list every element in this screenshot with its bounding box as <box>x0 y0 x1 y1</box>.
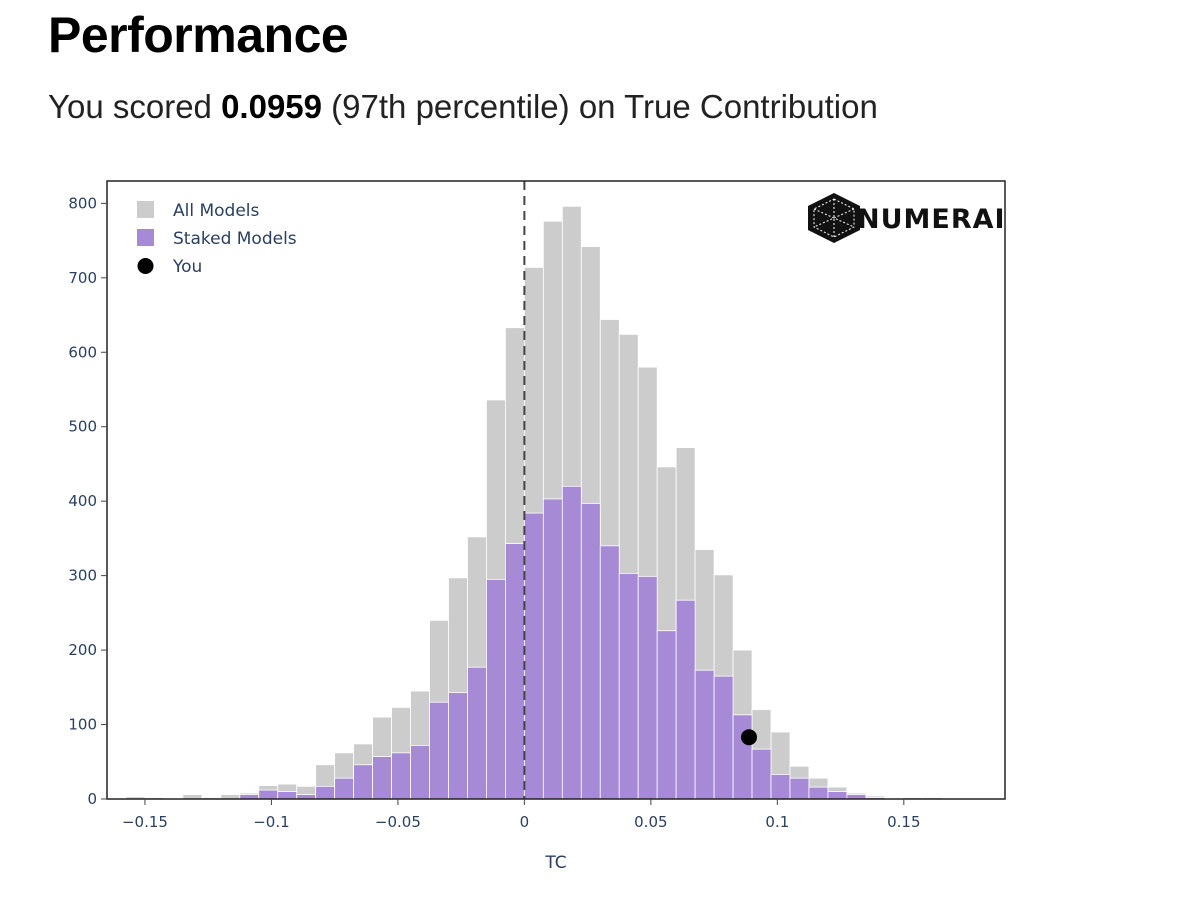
performance-summary: You scored 0.0959 (97th percentile) on T… <box>48 88 878 126</box>
x-axis-title: TC <box>544 853 566 873</box>
summary-suffix: (97th percentile) on True Contribution <box>322 88 878 125</box>
legend: All Models Staked Models You <box>137 201 297 277</box>
staked-models-bar <box>410 744 430 800</box>
staked-models-bar <box>353 764 374 800</box>
staked-models-bar <box>618 572 639 800</box>
summary-prefix: You scored <box>48 88 222 125</box>
staked-models-bar <box>675 599 696 800</box>
y-tick-label: 500 <box>68 418 97 436</box>
y-tick-label: 700 <box>68 269 97 287</box>
y-axis: 0 100 200 300 400 500 600 700 800 <box>68 194 107 808</box>
staked-models-bar <box>827 791 848 800</box>
x-tick-label: 0.05 <box>634 813 667 831</box>
you-marker[interactable] <box>741 729 758 746</box>
staked-models-bar <box>694 669 715 800</box>
staked-models-bar <box>372 756 392 800</box>
staked-models-bar <box>713 675 734 800</box>
legend-swatch-staked-models[interactable] <box>137 229 154 246</box>
staked-models-bar <box>429 701 449 800</box>
y-tick-label: 800 <box>68 194 97 212</box>
staked-models-bar <box>561 485 582 800</box>
staked-models-bar <box>523 512 544 800</box>
numerai-cube-icon <box>808 193 860 243</box>
staked-models-bar <box>467 666 487 800</box>
staked-models-bar <box>637 575 658 800</box>
legend-swatch-you[interactable] <box>137 258 154 274</box>
staked-models-bar <box>770 774 791 800</box>
staked-models-bar <box>391 752 411 800</box>
x-tick-label: −0.1 <box>253 813 289 831</box>
x-tick-label: 0 <box>520 813 530 831</box>
staked-models-bar <box>789 777 810 800</box>
y-tick-label: 600 <box>68 343 97 361</box>
x-tick-label: −0.05 <box>375 813 421 831</box>
score-value: 0.0959 <box>221 88 323 125</box>
staked-models-bar <box>334 777 355 800</box>
legend-swatch-all-models[interactable] <box>137 201 154 218</box>
staked-models-bar <box>315 785 336 800</box>
staked-models-bar <box>751 748 772 800</box>
staked-models-bar <box>542 498 563 800</box>
numerai-wordmark: NUMERAI <box>857 204 1006 235</box>
staked-models-bar <box>258 789 279 800</box>
staked-models-bars <box>239 485 905 800</box>
staked-models-bar <box>277 791 298 800</box>
staked-models-bar <box>486 578 506 800</box>
x-tick-label: 0.15 <box>887 813 920 831</box>
staked-models-bar <box>808 786 829 800</box>
x-axis: −0.15 −0.1 −0.05 0 0.05 0.1 0.15 <box>122 799 921 831</box>
y-tick-label: 400 <box>68 492 97 510</box>
y-tick-label: 100 <box>68 716 97 734</box>
plot-frame <box>106 180 1006 800</box>
legend-label-staked-models[interactable]: Staked Models <box>173 229 297 249</box>
staked-models-bar <box>580 503 601 800</box>
x-tick-label: −0.15 <box>122 813 168 831</box>
y-tick-label: 300 <box>68 567 97 585</box>
x-tick-label: 0.1 <box>765 813 789 831</box>
staked-models-bar <box>656 630 677 800</box>
staked-models-bar <box>505 543 525 800</box>
legend-label-all-models[interactable]: All Models <box>173 201 260 221</box>
staked-models-bar <box>448 692 468 800</box>
y-tick-label: 0 <box>87 790 97 808</box>
staked-models-bar <box>732 714 753 800</box>
numerai-logo: NUMERAI <box>808 193 1006 243</box>
y-tick-label: 200 <box>68 641 97 659</box>
page-title: Performance <box>48 7 349 63</box>
legend-label-you[interactable]: You <box>172 257 202 277</box>
staked-models-bar <box>599 545 620 800</box>
